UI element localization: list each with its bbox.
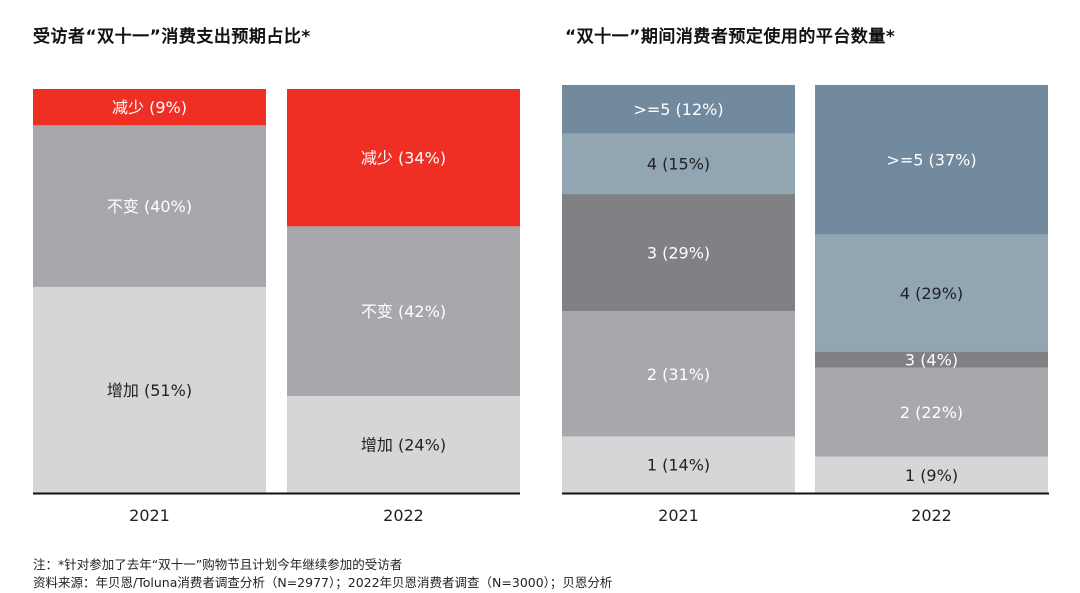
bar-segment-1-2021-1 xyxy=(562,311,795,437)
bar-segment-1-2021-0 xyxy=(562,436,795,493)
source-note: 资料来源：年贝恩/Toluna消费者调查分析（N=2977）；2022年贝恩消费… xyxy=(33,575,613,590)
data-label-1-2022-3: 4 (29%) xyxy=(900,284,963,303)
bar-segment-1-2022-4 xyxy=(815,84,1048,235)
data-label-1-2022-4: >=5 (37%) xyxy=(886,151,976,170)
bar-segment-1-2022-0 xyxy=(815,456,1048,493)
bar-segment-0-2021-2 xyxy=(33,89,266,126)
data-label-0-2022-2: 减少 (34%) xyxy=(361,149,446,168)
bar-segment-0-2022-1 xyxy=(287,226,520,397)
data-label-0-2022-1: 不变 (42%) xyxy=(361,302,446,321)
data-label-0-2021-0: 增加 (51%) xyxy=(107,381,192,400)
chart-title-platforms: “双十一”期间消费者预定使用的平台数量* xyxy=(565,27,896,47)
bar-segment-1-2021-2 xyxy=(562,194,795,312)
data-label-1-2021-0: 1 (14%) xyxy=(647,456,710,475)
bar-segment-0-2021-1 xyxy=(33,125,266,287)
x-tick-label-0-2022: 2022 xyxy=(383,506,424,525)
chart-title-spending: 受访者“双十一”消费支出预期占比* xyxy=(33,27,311,47)
data-label-0-2021-2: 减少 (9%) xyxy=(112,98,187,117)
data-label-0-2022-0: 增加 (24%) xyxy=(361,436,446,455)
bar-segment-1-2021-3 xyxy=(562,133,795,195)
footnote: 注：*针对参加了去年“双十一”购物节且计划今年继续参加的受访者 xyxy=(33,557,403,572)
bar-segment-1-2022-2 xyxy=(815,351,1048,368)
data-label-1-2021-4: >=5 (12%) xyxy=(633,100,723,119)
data-label-1-2022-2: 3 (4%) xyxy=(905,351,958,370)
data-label-1-2022-1: 2 (22%) xyxy=(900,403,963,422)
bar-segment-1-2021-4 xyxy=(562,84,795,134)
bar-segment-1-2022-3 xyxy=(815,234,1048,352)
bar-segment-0-2022-0 xyxy=(287,396,520,493)
data-label-1-2021-2: 3 (29%) xyxy=(647,244,710,263)
x-tick-label-1-2021: 2021 xyxy=(658,506,699,525)
data-label-1-2021-3: 4 (15%) xyxy=(647,155,710,174)
data-label-1-2022-0: 1 (9%) xyxy=(905,466,958,485)
x-tick-label-0-2021: 2021 xyxy=(129,506,170,525)
data-label-1-2021-1: 2 (31%) xyxy=(647,365,710,384)
x-tick-label-1-2022: 2022 xyxy=(911,506,952,525)
bar-segment-0-2021-0 xyxy=(33,286,266,493)
data-label-0-2021-1: 不变 (40%) xyxy=(107,197,192,216)
bar-segment-1-2022-1 xyxy=(815,367,1048,457)
bar-segment-0-2022-2 xyxy=(287,89,520,227)
